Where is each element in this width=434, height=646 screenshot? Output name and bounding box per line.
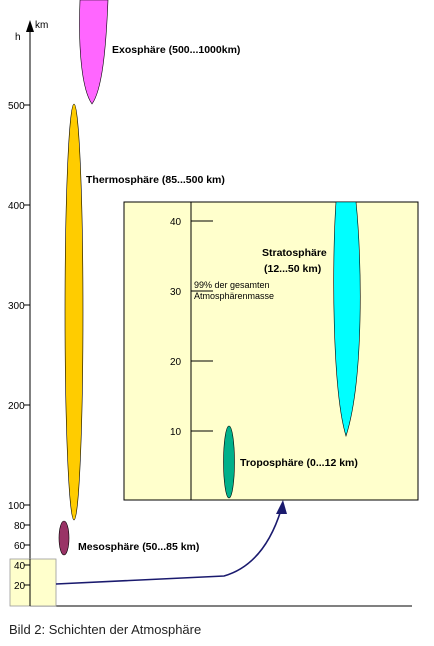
zoom-box	[9, 558, 57, 607]
inset-tick-10: 10	[170, 427, 182, 438]
axis-arrowhead-icon	[26, 20, 34, 32]
inset-note-line1: 99% der gesamten	[194, 280, 270, 290]
atmosphere-diagram: 40 30 20 10 99% der gesamten Atmosphären…	[8, 0, 419, 607]
figure-caption: Bild 2: Schichten der Atmosphäre	[9, 622, 202, 637]
tick-200: 200	[8, 401, 25, 412]
tick-20: 20	[14, 581, 26, 592]
zoom-arrow	[55, 509, 282, 585]
inset-tick-30: 30	[170, 287, 182, 298]
troposphere-label: Troposphäre (0...12 km)	[240, 457, 358, 469]
axis-unit-km: km	[35, 20, 48, 31]
exosphere-label: Exosphäre (500...1000km)	[112, 44, 240, 56]
zoom-arrowhead-icon	[276, 500, 287, 514]
tick-400: 400	[8, 201, 25, 212]
axis-unit-h: h	[15, 32, 21, 43]
tick-300: 300	[8, 301, 25, 312]
thermosphere-shape	[64, 103, 84, 521]
tick-100: 100	[8, 501, 25, 512]
stratosphere-label-1: Stratosphäre	[262, 247, 327, 259]
mesosphere-shape	[58, 520, 70, 556]
tick-500: 500	[8, 101, 25, 112]
stratosphere-label-2: (12...50 km)	[264, 263, 321, 275]
thermosphere-label: Thermosphäre (85...500 km)	[86, 174, 225, 186]
inset-tick-40: 40	[170, 217, 182, 228]
troposphere-shape	[223, 425, 235, 499]
inset-tick-20: 20	[170, 357, 182, 368]
inset-box	[123, 201, 419, 501]
inset-note-line2: Atmosphärenmasse	[194, 291, 274, 301]
exosphere-shape	[79, 0, 109, 105]
stratosphere-shape	[333, 201, 361, 438]
tick-40: 40	[14, 561, 26, 572]
tick-80: 80	[14, 521, 26, 532]
mesosphere-label: Mesosphäre (50...85 km)	[78, 541, 199, 553]
tick-60: 60	[14, 541, 26, 552]
